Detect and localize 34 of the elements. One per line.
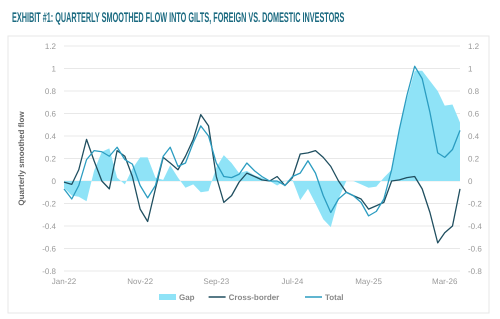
y2-tick-label: 1 (468, 64, 473, 74)
y2-tick-label: 0.2 (468, 154, 480, 164)
y-tick-label: 0 (52, 177, 57, 186)
chart-title: EXHIBIT #1: QUARTERLY SMOOTHED FLOW INTO GILTS, FOREIGN VS. DOMESTIC INVESTORS (12, 10, 344, 26)
y-tick-label: -0.2 (42, 200, 57, 208)
y2-tick-label: 0.4 (468, 132, 480, 141)
y2-tick-label: 0.8 (468, 87, 480, 96)
y2-tick-label: 0.6 (468, 110, 480, 118)
y-tick-label: -0.6 (42, 244, 57, 254)
y-axis-title: Quarterly smoothed flow (17, 110, 26, 206)
x-tick-label: Jul-24 (282, 277, 304, 286)
y-tick-label: 0.4 (44, 132, 57, 141)
y-tick-label: 0.6 (44, 110, 57, 118)
y2-tick-label: -0.2 (468, 200, 482, 208)
legend-label: Total (325, 293, 344, 302)
y2-tick-label: 1.2 (468, 42, 480, 51)
y-tick-label: 0.8 (44, 87, 57, 96)
y2-tick-label: 0 (468, 177, 473, 186)
y-tick-label: -0.8 (42, 267, 57, 276)
x-tick-label: Jan-22 (52, 277, 77, 286)
y2-tick-label: -0.6 (468, 244, 482, 254)
x-tick-label: May-25 (355, 277, 382, 286)
x-tick-label: Nov-22 (127, 277, 154, 286)
legend-label: Cross-border (228, 293, 280, 302)
y2-tick-label: -0.4 (468, 222, 482, 231)
y-tick-label: -0.4 (42, 222, 57, 231)
x-tick-label: Mar-26 (432, 277, 458, 286)
line-series (63, 114, 461, 244)
y-tick-label: 1.2 (44, 42, 57, 51)
y-tick-label: 0.2 (44, 154, 57, 164)
x-tick-label: Sep-23 (203, 277, 230, 286)
legend-label: Gap (179, 293, 195, 302)
y-tick-label: 1 (52, 64, 57, 74)
y2-tick-label: -0.8 (468, 267, 482, 276)
